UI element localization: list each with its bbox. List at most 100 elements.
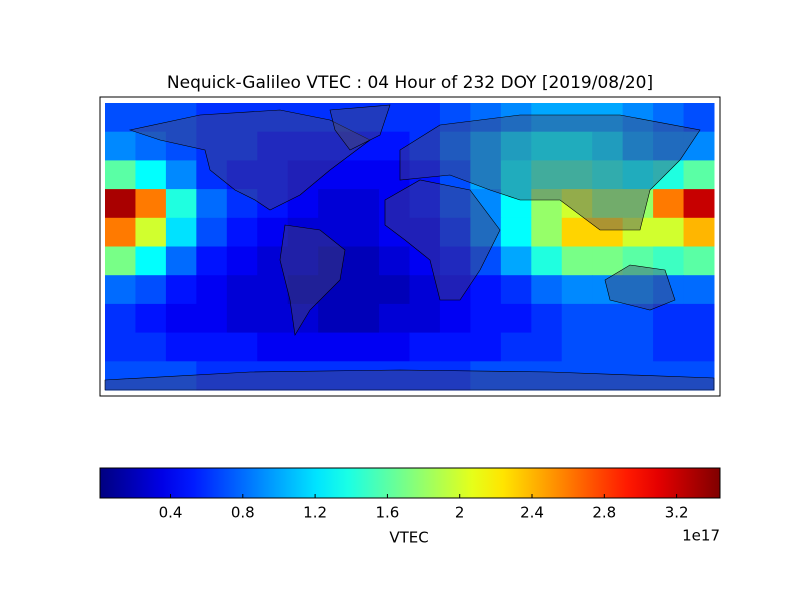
- cell: [348, 275, 380, 305]
- cell: [683, 103, 715, 133]
- cell: [592, 361, 624, 391]
- cell: [196, 189, 228, 219]
- cell: [287, 275, 319, 305]
- cell: [470, 131, 502, 161]
- cell: [226, 303, 258, 334]
- cell: [287, 361, 319, 391]
- cell: [683, 246, 715, 276]
- cell: [165, 275, 197, 305]
- cell: [165, 246, 197, 276]
- cell: [531, 189, 563, 219]
- cell: [561, 160, 593, 190]
- cell: [348, 160, 380, 190]
- cell: [348, 246, 380, 276]
- cell: [257, 217, 289, 247]
- cell: [379, 131, 410, 161]
- greenland: [329, 104, 391, 151]
- cell: [135, 160, 167, 190]
- cell: [622, 103, 654, 133]
- cell: [531, 131, 563, 161]
- cell: [165, 332, 197, 362]
- cell: [287, 160, 319, 190]
- cell: [105, 361, 136, 391]
- cell: [105, 160, 136, 190]
- cell: [318, 246, 350, 276]
- colorbar-tick-label: 0.8: [231, 504, 255, 522]
- cell: [531, 361, 563, 391]
- cell: [683, 131, 715, 161]
- cell: [500, 217, 532, 247]
- cell: [318, 303, 350, 334]
- cell: [592, 217, 624, 247]
- colorbar-tick-label: 0.4: [159, 504, 183, 522]
- cell: [561, 131, 593, 161]
- cell: [500, 303, 532, 334]
- cell: [165, 131, 197, 161]
- cell: [318, 332, 350, 362]
- colorbar-tick-label: 1.2: [303, 504, 327, 522]
- cell: [439, 303, 471, 334]
- cell: [287, 246, 319, 276]
- cell: [135, 361, 167, 391]
- cell: [470, 332, 502, 362]
- cell: [439, 246, 471, 276]
- cell: [622, 332, 654, 362]
- cell: [165, 217, 197, 247]
- cell: [653, 160, 685, 190]
- north-america: [128, 109, 371, 211]
- cell: [226, 160, 258, 190]
- cell: [561, 361, 593, 391]
- cell: [439, 189, 471, 219]
- cell: [683, 332, 715, 362]
- cell: [135, 246, 167, 276]
- colorbar-offset: 1e17: [682, 527, 720, 545]
- cell: [653, 103, 685, 133]
- cell: [500, 361, 532, 391]
- cell: [622, 217, 654, 247]
- cell: [257, 303, 289, 334]
- cell: [439, 217, 471, 247]
- cell: [439, 103, 471, 133]
- cell: [135, 217, 167, 247]
- cell: [470, 217, 502, 247]
- cell: [531, 246, 563, 276]
- cell: [683, 217, 715, 247]
- cell: [196, 246, 228, 276]
- cell: [531, 160, 563, 190]
- cell: [318, 275, 350, 305]
- cell: [348, 303, 380, 334]
- cell: [531, 303, 563, 334]
- cell: [500, 275, 532, 305]
- cell: [592, 131, 624, 161]
- cell: [348, 361, 380, 391]
- cell: [531, 332, 563, 362]
- cell: [287, 189, 319, 219]
- cell: [226, 332, 258, 362]
- cell: [287, 103, 319, 133]
- cell: [439, 361, 471, 391]
- cell: [196, 361, 228, 391]
- cell: [165, 160, 197, 190]
- cell: [196, 131, 228, 161]
- cell: [622, 246, 654, 276]
- cell: [409, 160, 441, 190]
- cell: [409, 189, 441, 219]
- cell: [105, 275, 136, 305]
- cell: [318, 189, 350, 219]
- cell: [592, 246, 624, 276]
- cell: [318, 103, 350, 133]
- cell: [348, 332, 380, 362]
- cell: [531, 275, 563, 305]
- cell: [135, 103, 167, 133]
- cell: [622, 303, 654, 334]
- south-america: [279, 224, 346, 336]
- colorbar-ticks: 0.4 0.8 1.2 1.6 2 2.4 2.8 3.2: [159, 494, 689, 522]
- cell: [318, 361, 350, 391]
- cell: [409, 332, 441, 362]
- colorbar-tick-label: 3.2: [665, 504, 689, 522]
- cell: [683, 275, 715, 305]
- cell: [500, 131, 532, 161]
- cell: [257, 131, 289, 161]
- cell: [379, 103, 410, 133]
- cell: [379, 303, 410, 334]
